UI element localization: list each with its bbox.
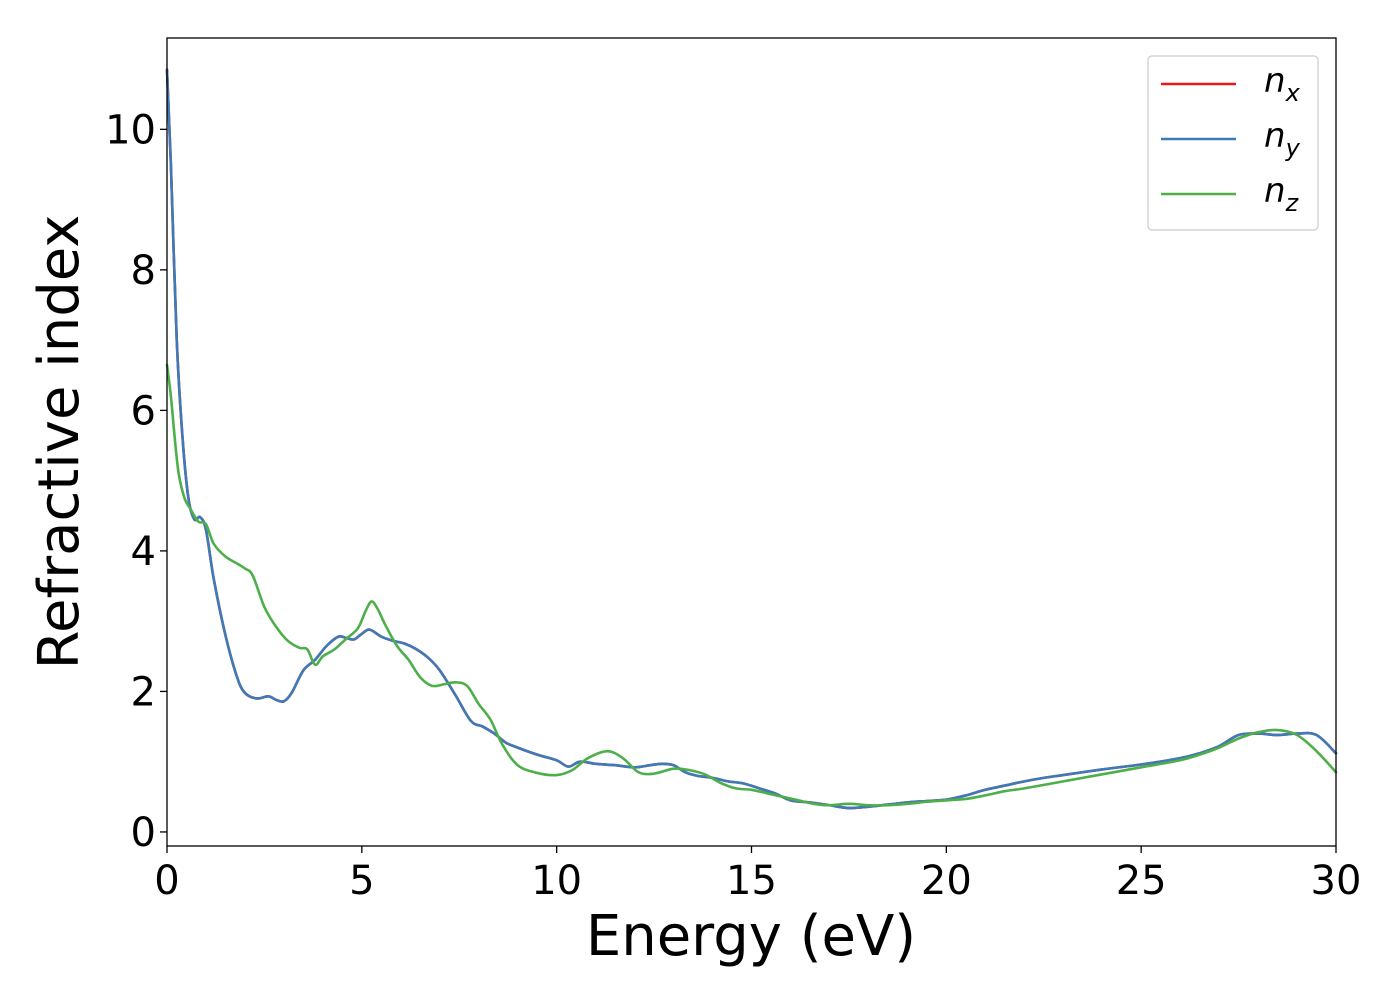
- y-tick-label: 0: [131, 810, 156, 856]
- y-tick-label: 8: [131, 248, 156, 294]
- x-tick-label: 0: [154, 858, 179, 904]
- x-tick-label: 20: [921, 858, 972, 904]
- legend: nx ny nz: [1147, 55, 1319, 231]
- y-tick-label: 2: [131, 669, 156, 715]
- y-axis-ticks: 0 2 4 6 8 10: [105, 107, 167, 856]
- legend-label-x: nx: [1264, 61, 1301, 107]
- y-axis-title: Refractive index: [27, 215, 92, 670]
- x-tick-label: 5: [349, 858, 374, 904]
- series-layer: [165, 68, 1338, 810]
- y-tick-label: 4: [131, 529, 156, 575]
- x-tick-label: 10: [531, 858, 582, 904]
- x-axis-ticks: 0 5 10 15 20 25 30: [154, 846, 1361, 904]
- y-tick-label: 6: [131, 388, 156, 434]
- legend-entries: nx ny nz: [1161, 61, 1301, 217]
- legend-label-z: nz: [1264, 171, 1300, 217]
- x-axis-title: Energy (eV): [586, 904, 916, 969]
- series-line-y: [165, 68, 1338, 810]
- legend-box: [1147, 55, 1319, 231]
- legend-label-y: ny: [1264, 116, 1301, 162]
- x-tick-label: 30: [1311, 858, 1362, 904]
- y-tick-label: 10: [105, 107, 156, 153]
- x-tick-label: 25: [1116, 858, 1167, 904]
- plot-area: [167, 38, 1336, 846]
- series-line-z: [165, 363, 1338, 807]
- x-tick-label: 15: [726, 858, 777, 904]
